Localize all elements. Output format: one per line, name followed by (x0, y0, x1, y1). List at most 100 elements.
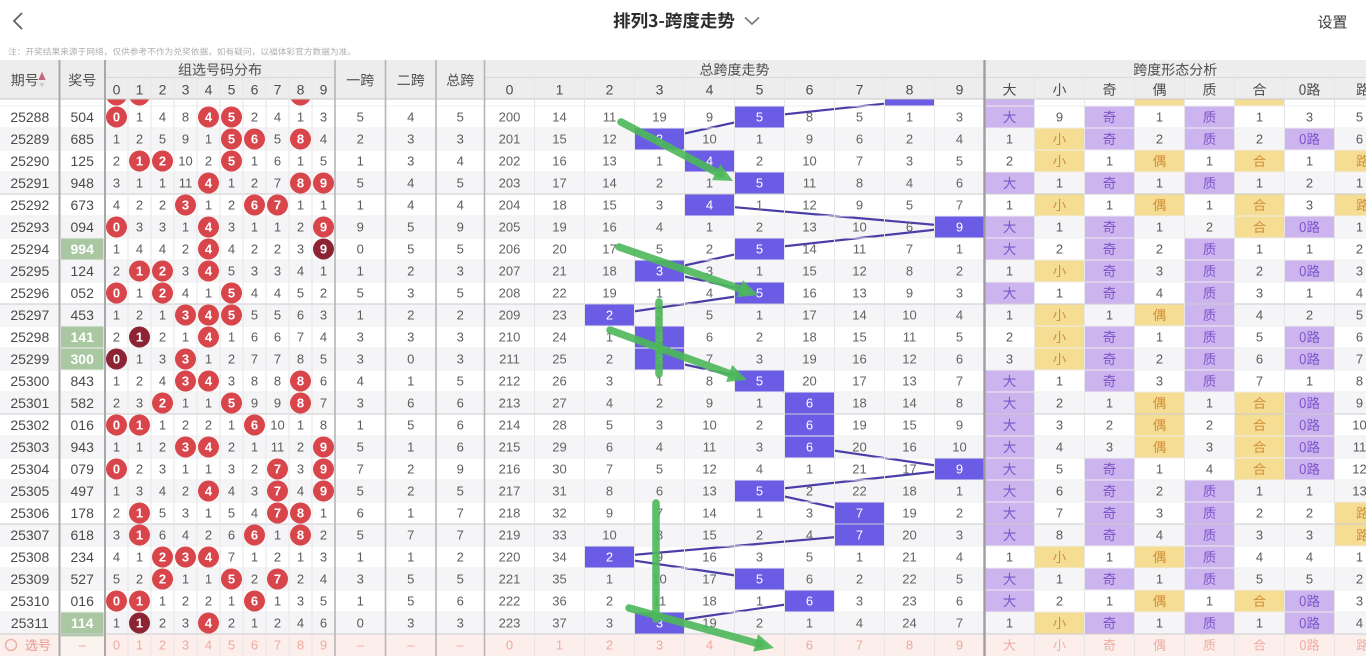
svg-text:1: 1 (1156, 330, 1163, 345)
svg-text:1: 1 (1156, 616, 1163, 631)
svg-text:4: 4 (656, 440, 663, 455)
svg-text:125: 125 (71, 153, 95, 169)
svg-text:6: 6 (806, 440, 813, 455)
svg-text:1: 1 (297, 550, 304, 565)
svg-text:1: 1 (1006, 264, 1013, 279)
svg-text:8: 8 (320, 418, 327, 433)
svg-text:3: 3 (357, 396, 364, 411)
svg-text:6: 6 (706, 330, 713, 345)
svg-text:2: 2 (706, 242, 713, 257)
svg-text:1: 1 (251, 440, 258, 455)
svg-text:6: 6 (457, 396, 464, 411)
svg-text:1: 1 (205, 506, 212, 521)
svg-text:23: 23 (902, 594, 916, 609)
svg-text:1: 1 (1006, 550, 1013, 565)
svg-text:9: 9 (320, 242, 327, 257)
svg-text:0: 0 (113, 638, 120, 653)
svg-text:15: 15 (552, 132, 566, 147)
svg-text:2: 2 (1306, 308, 1313, 323)
svg-text:3: 3 (182, 352, 189, 367)
svg-text:1: 1 (1306, 242, 1313, 257)
svg-text:1: 1 (1106, 308, 1113, 323)
svg-text:8: 8 (806, 110, 813, 125)
svg-text:4: 4 (320, 330, 327, 345)
svg-text:1: 1 (357, 550, 364, 565)
svg-text:943: 943 (71, 439, 95, 455)
svg-text:2: 2 (113, 264, 120, 279)
svg-text:4: 4 (1256, 550, 1263, 565)
svg-text:1: 1 (357, 198, 364, 213)
svg-text:8: 8 (706, 374, 713, 389)
svg-text:1: 1 (1256, 110, 1263, 125)
svg-text:2: 2 (357, 132, 364, 147)
svg-text:6: 6 (956, 176, 963, 191)
svg-text:2: 2 (136, 572, 143, 587)
svg-text:6: 6 (251, 638, 258, 653)
svg-text:2: 2 (656, 396, 663, 411)
svg-text:3: 3 (407, 286, 414, 301)
svg-text:218: 218 (499, 506, 521, 521)
svg-text:17: 17 (552, 176, 566, 191)
svg-text:9: 9 (956, 82, 964, 98)
svg-text:1: 1 (251, 220, 258, 235)
svg-text:4: 4 (906, 176, 913, 191)
svg-text:2: 2 (182, 484, 189, 499)
svg-text:5: 5 (357, 440, 364, 455)
svg-text:9: 9 (320, 638, 327, 653)
svg-text:3: 3 (856, 594, 863, 609)
svg-text:4: 4 (228, 242, 235, 257)
svg-text:0: 0 (407, 352, 414, 367)
svg-text:24: 24 (552, 330, 566, 345)
svg-text:4: 4 (706, 198, 713, 213)
svg-text:25291: 25291 (10, 175, 49, 191)
svg-text:1: 1 (1306, 286, 1313, 301)
svg-text:0: 0 (357, 242, 364, 257)
svg-text:094: 094 (71, 219, 95, 235)
svg-text:079: 079 (71, 461, 95, 477)
svg-text:1: 1 (136, 286, 143, 301)
svg-text:2: 2 (297, 220, 304, 235)
svg-text:1: 1 (1106, 550, 1113, 565)
svg-text:5: 5 (407, 594, 414, 609)
svg-text:9: 9 (457, 220, 464, 235)
svg-text:3: 3 (706, 264, 713, 279)
svg-text:114: 114 (71, 615, 94, 631)
svg-text:1: 1 (756, 132, 763, 147)
svg-text:0: 0 (506, 82, 514, 98)
svg-text:4: 4 (457, 198, 464, 213)
svg-text:5: 5 (756, 82, 764, 98)
svg-text:25308: 25308 (10, 549, 49, 565)
svg-text:7: 7 (274, 82, 282, 98)
svg-text:4: 4 (205, 484, 213, 499)
svg-text:10: 10 (602, 528, 616, 543)
svg-text:10: 10 (1352, 418, 1366, 433)
svg-text:3: 3 (357, 330, 364, 345)
svg-text:124: 124 (71, 263, 95, 279)
svg-text:1: 1 (136, 264, 143, 279)
svg-text:3: 3 (1356, 594, 1363, 609)
svg-text:3: 3 (182, 308, 189, 323)
svg-text:3: 3 (182, 374, 189, 389)
svg-text:3: 3 (806, 506, 813, 521)
svg-text:219: 219 (499, 528, 521, 543)
svg-text:2: 2 (756, 154, 763, 169)
svg-text:9: 9 (706, 396, 713, 411)
svg-text:3: 3 (956, 110, 963, 125)
svg-text:3: 3 (274, 264, 281, 279)
svg-text:4: 4 (1056, 440, 1063, 455)
svg-text:1: 1 (228, 330, 235, 345)
svg-text:1: 1 (297, 418, 304, 433)
svg-text:5: 5 (1356, 110, 1363, 125)
svg-text:3: 3 (956, 528, 963, 543)
svg-text:2: 2 (159, 198, 166, 213)
svg-text:2: 2 (297, 440, 304, 455)
svg-text:9: 9 (251, 396, 258, 411)
svg-text:9: 9 (706, 110, 713, 125)
svg-text:5: 5 (1356, 308, 1363, 323)
svg-text:582: 582 (71, 395, 95, 411)
svg-text:3: 3 (357, 572, 364, 587)
svg-text:1: 1 (320, 198, 327, 213)
svg-text:1: 1 (113, 374, 120, 389)
svg-text:6: 6 (806, 82, 814, 98)
svg-text:7: 7 (956, 374, 963, 389)
